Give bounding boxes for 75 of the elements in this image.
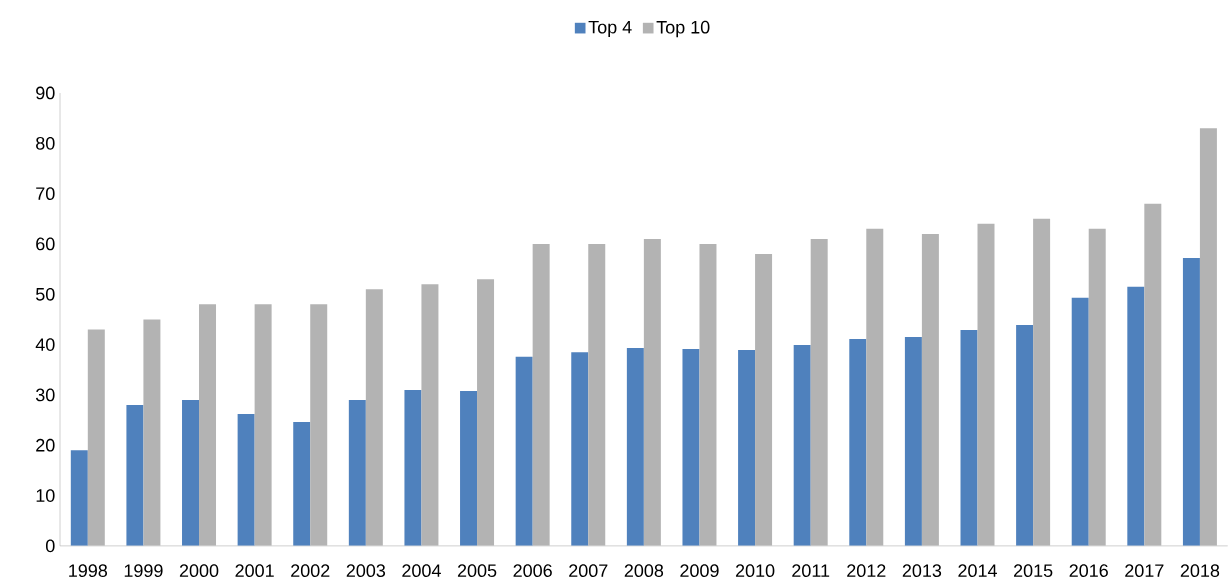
bar (1071, 297, 1089, 546)
bar (571, 352, 589, 546)
bar (348, 400, 366, 546)
bar (293, 422, 311, 546)
x-tick-label: 2012 (847, 564, 886, 578)
x-tick-label: 2009 (680, 564, 719, 578)
bar (70, 450, 88, 546)
bar (477, 279, 495, 546)
bar (421, 284, 439, 546)
bar (1088, 228, 1106, 546)
bar (365, 289, 383, 546)
x-tick-label: 2002 (291, 564, 330, 578)
y-tick-label: 20 (36, 438, 55, 452)
y-tick-label: 40 (35, 338, 55, 352)
bar (460, 390, 478, 546)
x-tick-label: 2011 (792, 564, 830, 578)
bar (532, 244, 550, 546)
y-tick-label: 70 (36, 187, 55, 201)
x-tick-label: 2016 (1069, 564, 1108, 578)
bar (977, 223, 995, 546)
legend-label: Top 10 (656, 20, 710, 38)
bar (126, 405, 144, 546)
bar (199, 304, 217, 546)
bar (1199, 128, 1217, 546)
bar (682, 349, 700, 546)
bar (738, 350, 756, 546)
bar (904, 337, 922, 546)
x-tick-label: 2013 (902, 564, 942, 578)
bar (960, 330, 978, 546)
bar (1182, 258, 1200, 546)
y-tick-label: 50 (35, 287, 55, 301)
y-tick-label: 60 (36, 237, 55, 251)
bar (1033, 218, 1051, 546)
y-tick-label: 10 (36, 489, 55, 502)
x-tick-label: 2014 (958, 564, 997, 578)
legend-label: Top 4 (588, 21, 632, 38)
x-tick-label: 2015 (1013, 564, 1053, 578)
y-tick-label: 0 (45, 539, 55, 553)
bar (1016, 325, 1034, 546)
bar (1127, 286, 1145, 546)
bar (643, 238, 661, 546)
bar (626, 348, 644, 546)
x-tick-label: 1999 (124, 564, 163, 578)
x-tick-label: 2007 (569, 564, 608, 578)
bar (237, 414, 255, 546)
bar (793, 345, 811, 546)
x-tick-label: 2008 (624, 564, 664, 578)
y-tick-label: 80 (36, 137, 55, 150)
x-tick-label: 1998 (69, 564, 108, 578)
x-tick-label: 2017 (1125, 564, 1164, 578)
x-tick-label: 2006 (513, 564, 552, 578)
x-tick-label: 2004 (402, 564, 441, 578)
x-tick-label: 2018 (1180, 564, 1220, 578)
bar (404, 389, 422, 546)
y-tick-label: 30 (35, 388, 55, 402)
bar (921, 233, 939, 546)
x-tick-label: 2003 (346, 564, 386, 578)
bar (87, 329, 105, 546)
bar (699, 244, 717, 546)
y-tick-label: 90 (36, 86, 55, 100)
x-tick-label: 2000 (179, 564, 219, 578)
x-tick-label: 2010 (735, 564, 775, 578)
bar (755, 254, 773, 546)
bar (310, 304, 328, 546)
bar (588, 244, 606, 546)
x-tick-label: 2001 (235, 564, 274, 578)
bar (1144, 203, 1162, 546)
x-tick-label: 2005 (457, 564, 497, 578)
bar (866, 228, 884, 546)
bar (810, 238, 828, 546)
bar (254, 304, 272, 546)
bar (849, 339, 867, 546)
bar (182, 400, 200, 546)
bar (515, 356, 533, 546)
bar (143, 319, 161, 546)
